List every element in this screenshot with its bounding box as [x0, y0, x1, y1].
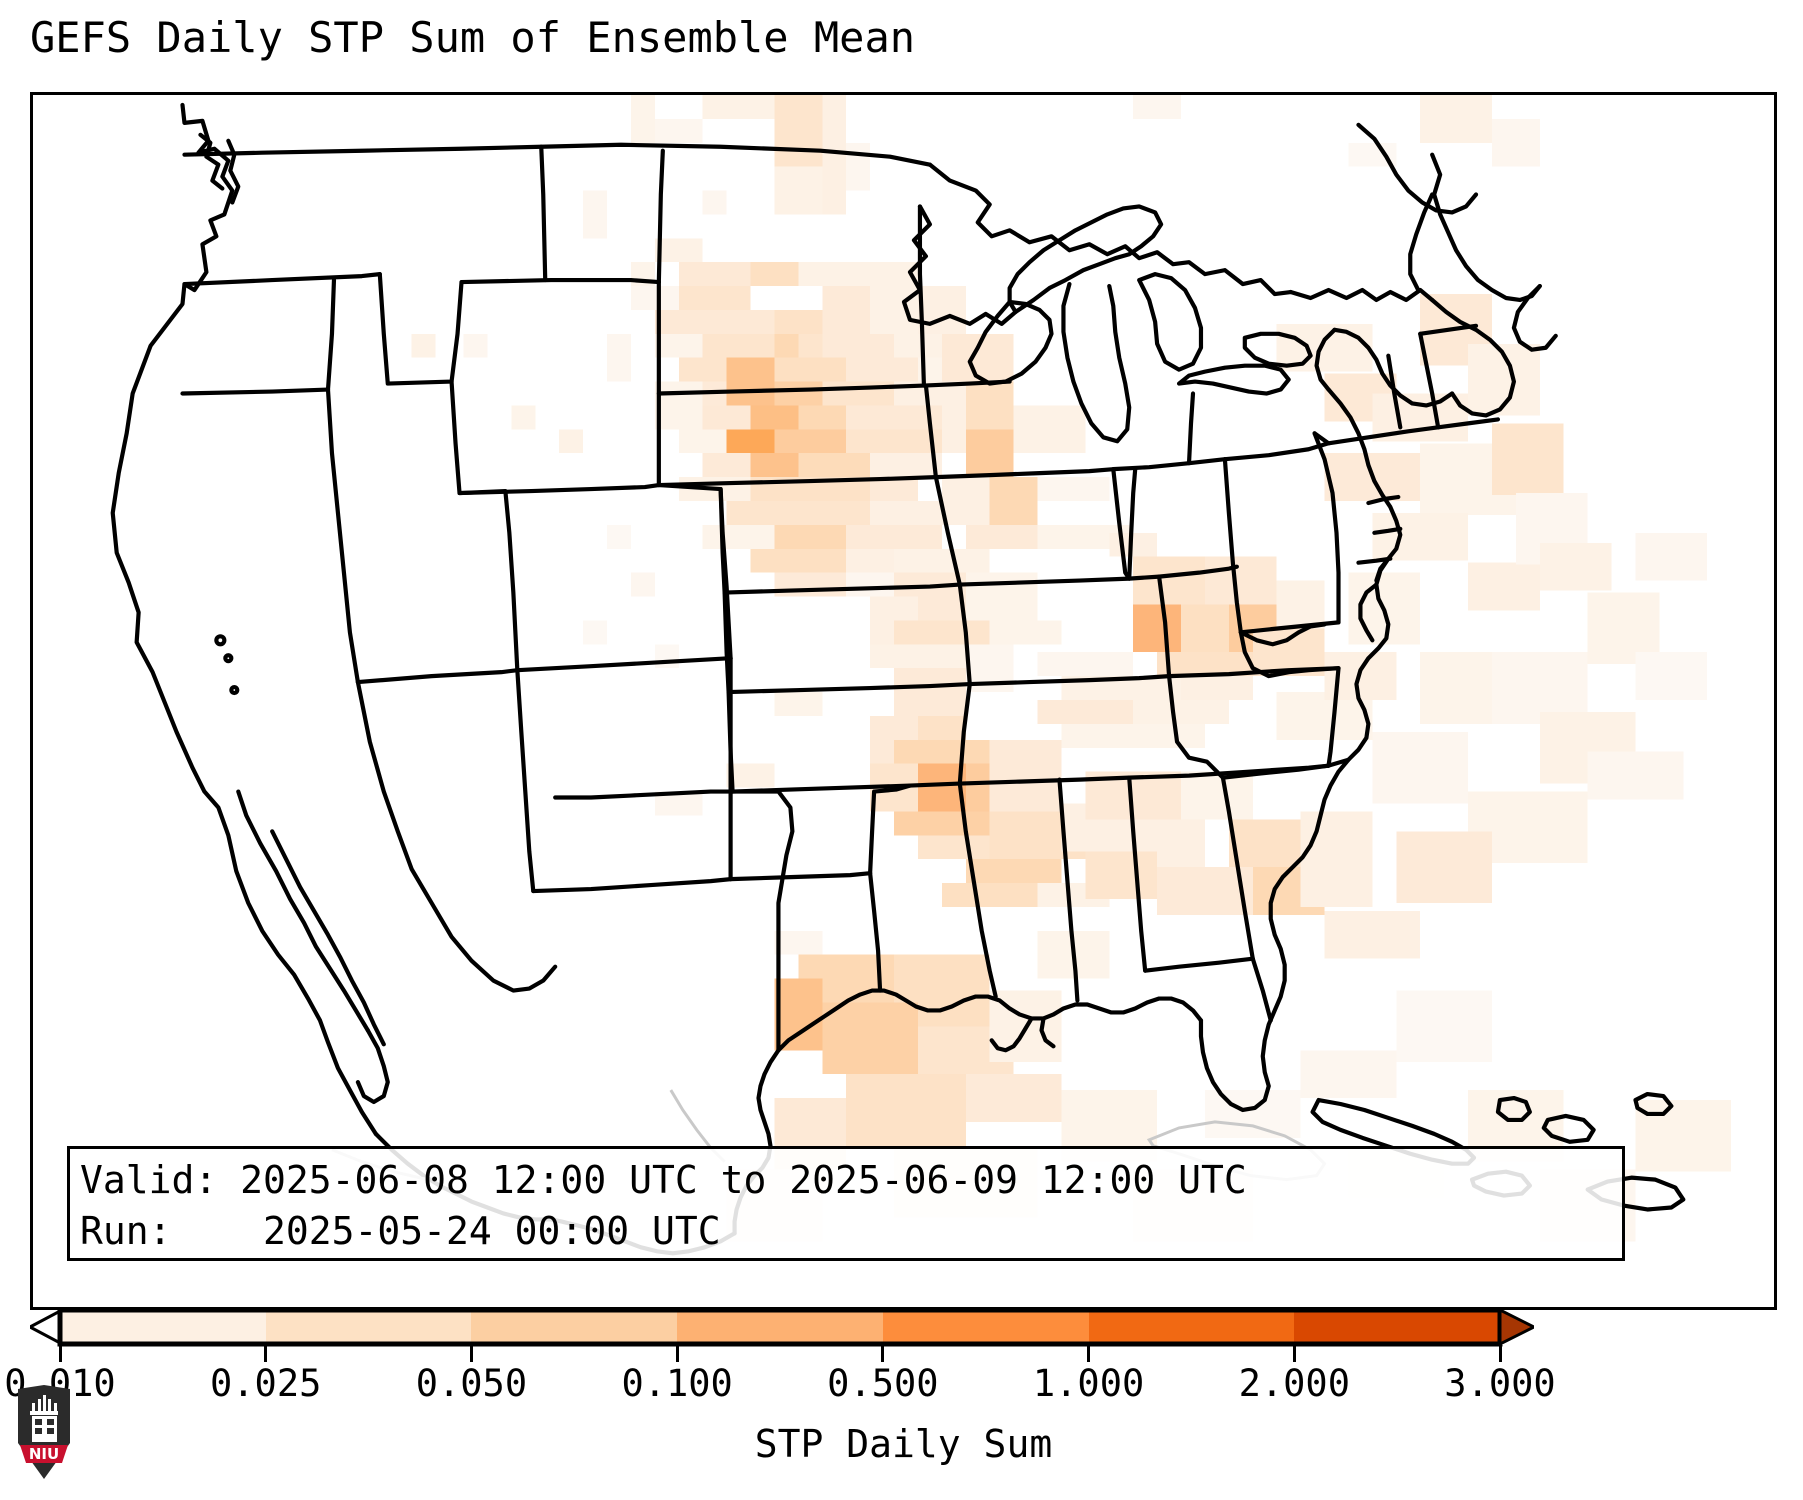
colorbar-under-arrow [30, 1310, 62, 1344]
colorbar-tick-6 [1292, 1344, 1296, 1362]
colorbar-tick-label-1: 0.025 [210, 1362, 322, 1405]
colorbar-band-1 [265, 1310, 472, 1344]
colorbar-tick-4 [881, 1344, 885, 1362]
colorbar-tick-2 [469, 1344, 473, 1362]
run-time-line: Run: 2025-05-24 00:00 UTC [80, 1209, 721, 1253]
colorbar-band-2 [471, 1310, 678, 1344]
colorbar-tick-0 [58, 1344, 62, 1362]
colorbar-band-4 [882, 1310, 1089, 1344]
map-canvas [33, 95, 1774, 1307]
colorbar-tick-label-6: 2.000 [1238, 1362, 1350, 1405]
map-geography-layer [110, 102, 1686, 1256]
page-title: GEFS Daily STP Sum of Ensemble Mean [30, 13, 916, 62]
colorbar-gradient [60, 1310, 1501, 1344]
colorbar-tick-7 [1498, 1344, 1502, 1362]
colorbar-tick-3 [675, 1344, 679, 1362]
colorbar-outline [57, 1307, 1503, 1347]
colorbar-band-0 [60, 1310, 266, 1344]
niu-logo: NIU [18, 1385, 70, 1479]
colorbar-tick-label-5: 1.000 [1032, 1362, 1145, 1405]
colorbar-band-5 [1088, 1310, 1295, 1344]
colorbar-tick-5 [1087, 1344, 1091, 1362]
valid-time-line: Valid: 2025-06-08 12:00 UTC to 2025-06-0… [80, 1158, 1247, 1202]
colorbar-tick-label-4: 0.500 [827, 1362, 939, 1405]
colorbar-tick-label-2: 0.050 [415, 1362, 528, 1405]
map-plot-area [30, 92, 1777, 1310]
colorbar-tick-label-3: 0.100 [621, 1362, 733, 1405]
colorbar-axes [57, 1307, 1503, 1347]
colorbar-tick-1 [264, 1344, 268, 1362]
niu-logo-text: NIU [29, 1445, 59, 1463]
colorbar-tick-label-7: 3.000 [1444, 1362, 1556, 1405]
colorbar-band-3 [677, 1310, 883, 1344]
colorbar-region: 0.010 0.025 0.050 0.100 0.500 1.000 2.000 3.000… [4, 1307, 1777, 1466]
colorbar-over-arrow [1500, 1310, 1534, 1344]
colorbar-band-6 [1294, 1310, 1501, 1344]
colorbar-axis-label: STP Daily Sum [754, 1422, 1053, 1466]
forecast-info-box: Valid: 2025-06-08 12:00 UTC to 2025-06-0… [67, 1146, 1625, 1261]
